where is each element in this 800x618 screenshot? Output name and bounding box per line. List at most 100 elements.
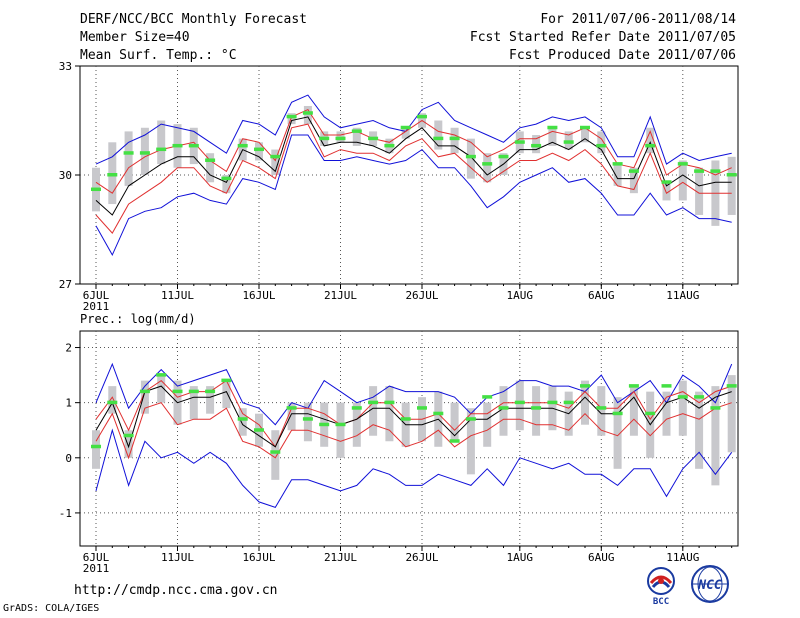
prec-marker [368,400,379,405]
temp-ytick-label: 30 [59,169,72,182]
prec-range-box [695,391,704,469]
prec-marker [628,384,639,388]
prec-range-box [369,386,378,436]
prec-marker [677,395,688,399]
temp-marker [368,136,379,141]
prec-marker [449,439,460,443]
temp-marker [351,129,362,133]
temp-marker [107,173,118,177]
prec-xtick-label: 6AUG [588,551,615,564]
temp-marker [547,125,558,130]
temp-range-box [662,182,671,201]
temp-xtick-label: 21JUL [324,289,357,302]
prec-marker [139,389,150,394]
temp-marker [188,143,199,148]
prec-series-spread_upper [95,379,732,448]
prec-xtick-label: 6JUL [83,551,110,564]
prec-marker [221,378,232,383]
temp-range-box [646,127,655,154]
member-size-label: Member Size=40 [80,30,190,45]
temp-range-box [303,105,312,125]
temp-range-box [613,164,622,186]
prec-marker [498,406,509,410]
temp-marker [254,147,264,152]
temp-marker [302,111,313,115]
prec-marker [107,400,118,405]
temp-marker [482,162,493,166]
prec-frame [79,330,739,547]
temp-marker [531,143,542,148]
prec-range-box [352,402,361,447]
prec-marker [270,450,281,454]
temp-range-box [222,175,231,194]
temp-marker [694,169,705,173]
temp-marker [710,169,721,173]
temp-range-box [597,131,606,154]
prec-xtick-label: 16JUL [242,551,275,564]
prec-marker [596,406,607,410]
prec-range-box [629,386,638,436]
temp-range-box [206,153,215,183]
prec-marker [694,395,705,399]
prec-range-box [581,380,589,425]
prec-marker [319,422,330,427]
prec-marker [580,384,590,388]
temp-range-box [401,127,410,139]
grads-credit: GrADS: COLA/IGES [3,603,100,614]
prec-marker [351,406,362,410]
chart-main-title: DERF/NCC/BCC Monthly Forecast [80,12,307,27]
source-url[interactable]: http://cmdp.ncc.cma.gov.cn [74,583,278,598]
prec-ytick-label: -1 [59,507,72,520]
prec-range-box [613,397,622,469]
prec-marker [205,389,216,394]
prec-marker [433,411,444,416]
prec-range-box [711,386,720,486]
temp-marker [580,125,590,130]
prec-range-box [206,386,215,414]
prec-range-box [222,380,231,409]
temp-range-box [157,120,166,165]
temp-marker [726,173,737,177]
temp-marker [156,147,167,152]
temp-marker [677,162,688,166]
prec-marker [188,389,199,394]
fcst-started-label: Fcst Started Refer Date 2011/07/05 [469,30,736,45]
prec-range-box [189,386,198,420]
temp-xtick-label: 6AUG [588,289,615,302]
temp-series-max [95,94,732,165]
prec-series-mean [95,385,732,449]
temp-marker [645,143,656,148]
prec-ytick-label: 1 [65,397,72,410]
temp-marker [221,176,232,181]
prec-range-box [385,386,394,442]
prec-range-box [303,402,312,442]
prec-marker [547,400,558,405]
temp-marker [91,187,101,192]
forecast-period-label: For 2011/07/06-2011/08/14 [540,12,736,27]
prec-range-box [678,380,687,436]
bcc-logo: BCC [640,564,682,607]
fcst-produced-label: Fcst Produced Date 2011/07/06 [509,48,736,63]
prec-marker [384,400,395,405]
temp-marker [335,136,346,141]
prec-range-box [271,430,280,480]
prec-range-box [92,430,100,469]
prec-marker [563,400,574,405]
prec-range-box [157,375,166,403]
temp-range-box [352,127,361,146]
prec-range-box [727,375,736,453]
temp-marker [596,143,607,148]
temp-xtick-year: 2011 [83,300,110,313]
temp-range-box [581,127,589,143]
temp-range-box [450,127,459,154]
temp-range-box [434,120,443,150]
prec-range-box [597,386,606,436]
prec-marker [482,395,493,399]
temp-series-mean [95,116,732,216]
temp-range-box [695,167,704,215]
prec-xtick-label: 1AUG [507,551,534,564]
temp-marker [319,136,330,141]
